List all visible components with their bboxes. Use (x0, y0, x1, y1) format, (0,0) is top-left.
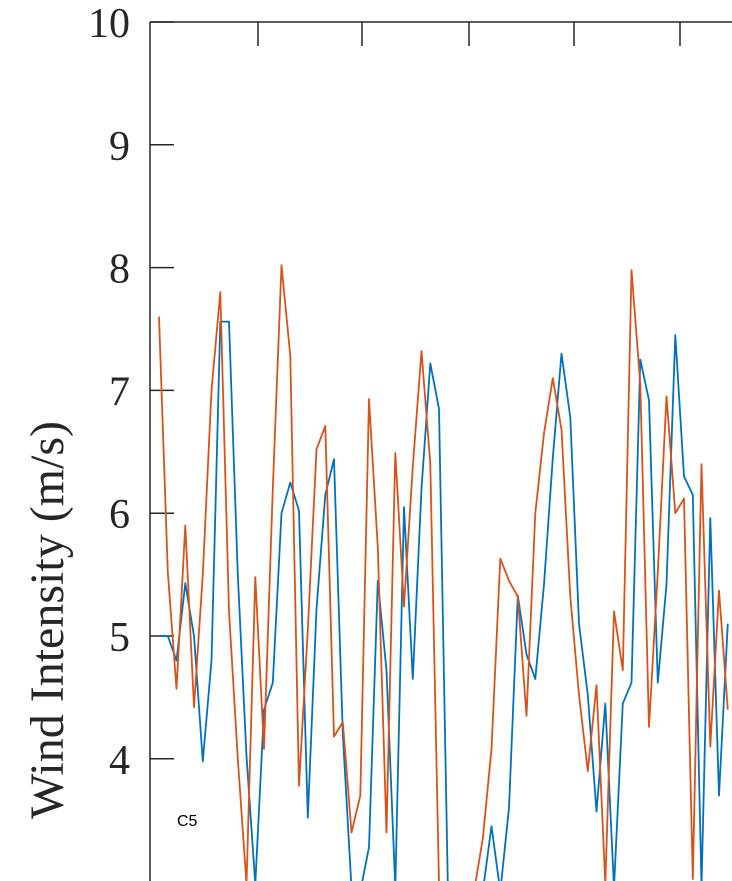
y-tick-label: 4 (109, 738, 130, 784)
y-tick-label: 10 (88, 1, 130, 47)
y-tick-label: 8 (109, 247, 130, 293)
y-tick-label: 7 (109, 369, 130, 415)
y-tick-label: 5 (109, 615, 130, 661)
series-group (158, 264, 729, 881)
axes: 4 5 6 7 8 9 10 (88, 1, 732, 881)
y-tick-label: 9 (109, 124, 130, 170)
series-line-1 (159, 320, 729, 881)
series-line-2 (158, 264, 729, 881)
y-axis-label: Wind Intensity (m/s) (21, 421, 74, 819)
y-tick-label: 6 (109, 492, 130, 538)
chart-annotation: C5 (177, 813, 198, 830)
